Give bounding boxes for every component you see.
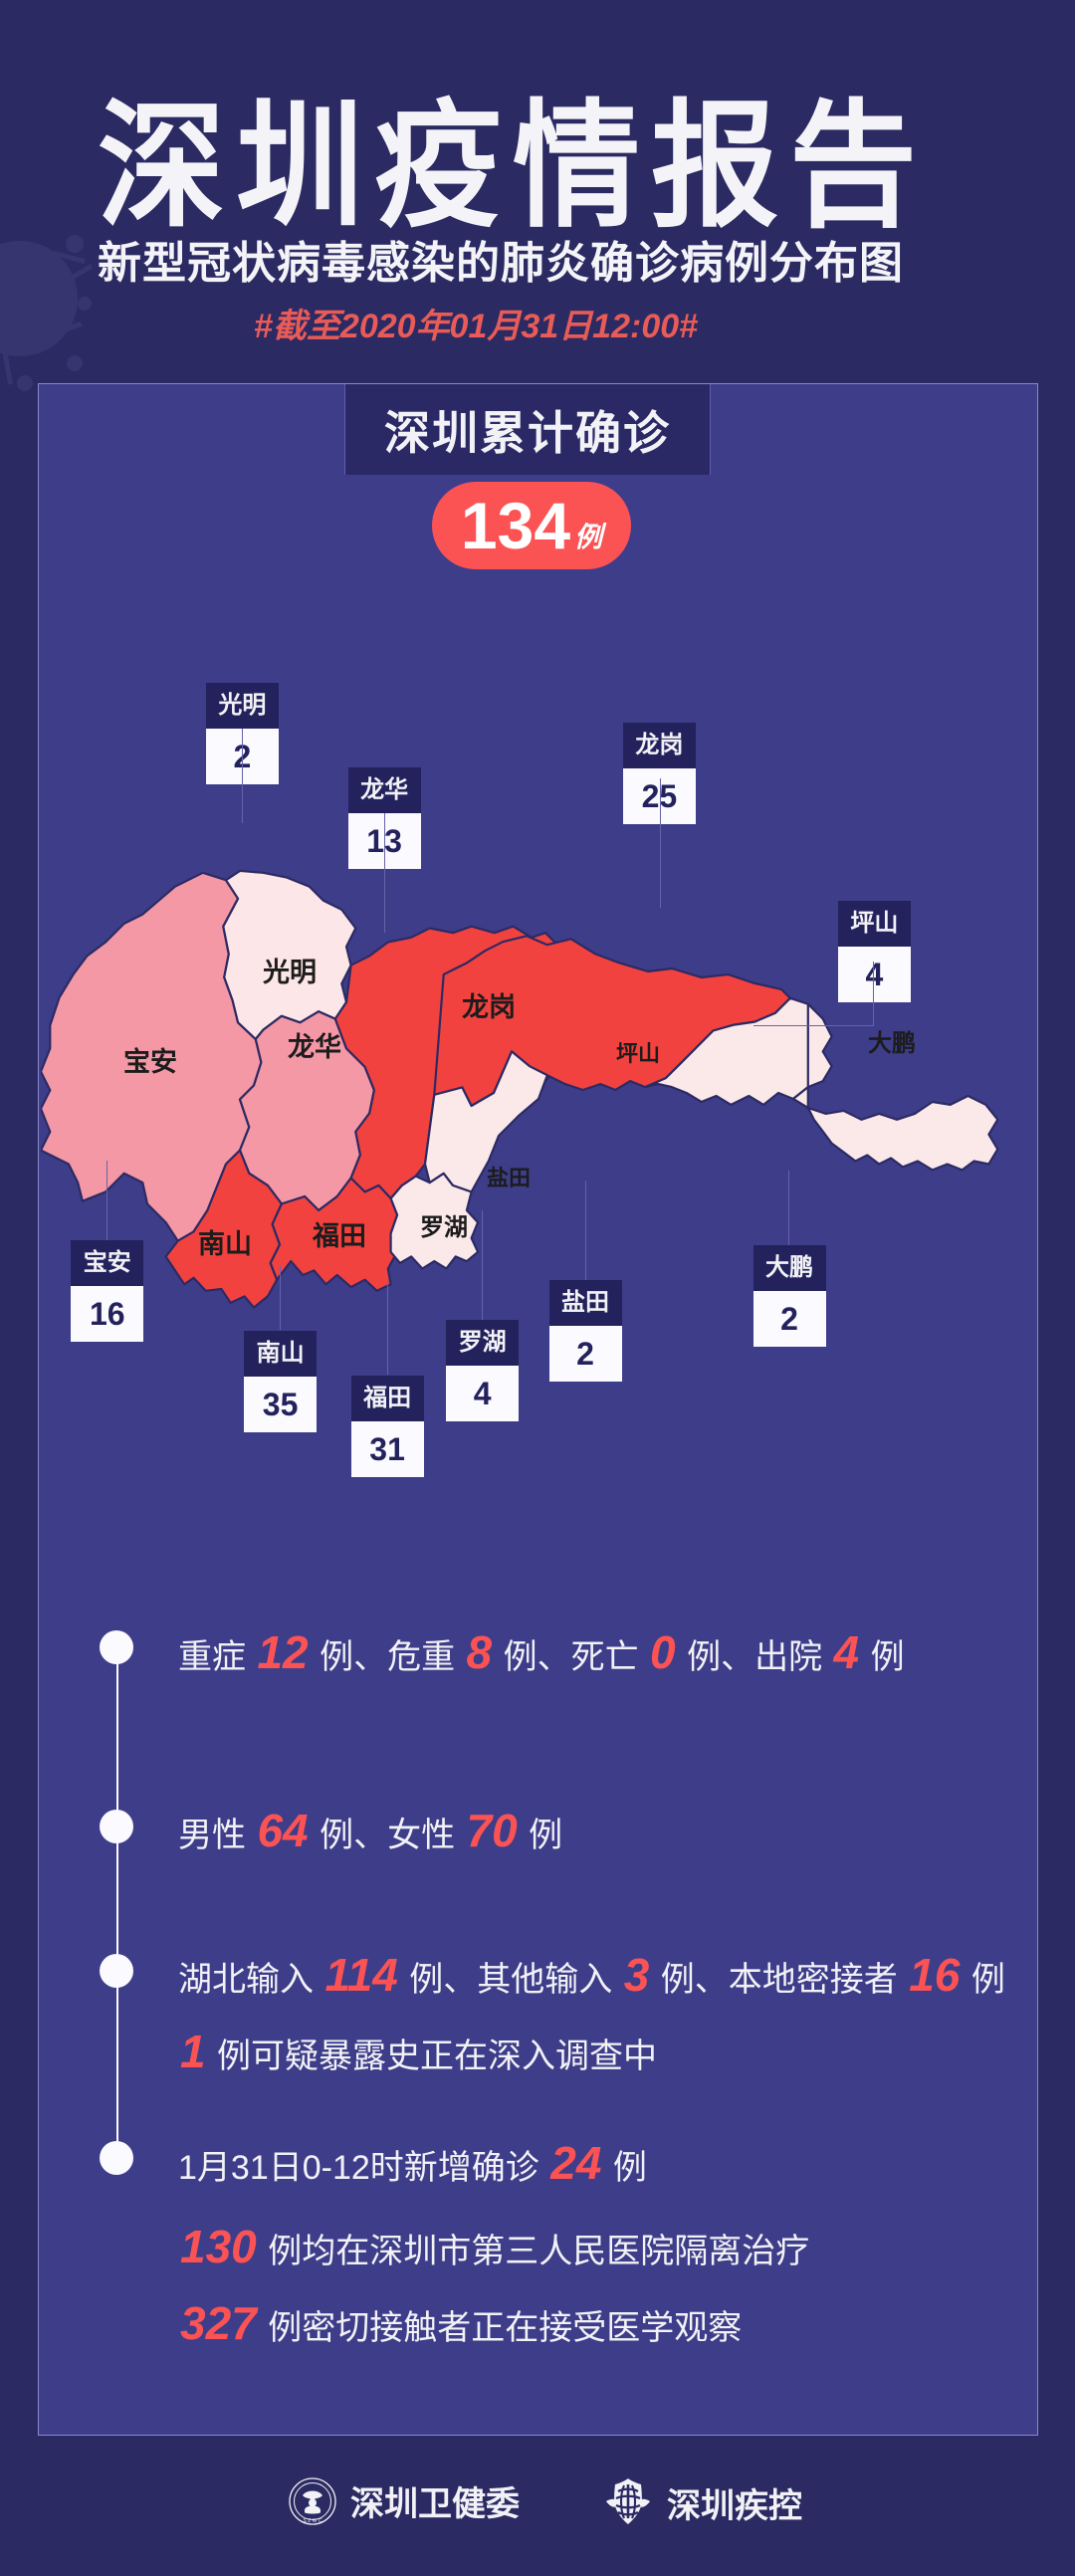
svg-text:龙华: 龙华 — [288, 1031, 341, 1062]
svg-text:S Z W C: S Z W C — [304, 2518, 322, 2524]
svg-text:光明: 光明 — [262, 958, 317, 987]
svg-text:盐田: 盐田 — [487, 1166, 531, 1190]
svg-text:罗湖: 罗湖 — [420, 1214, 468, 1241]
svg-text:坪山: 坪山 — [616, 1041, 660, 1066]
svg-text:宝安: 宝安 — [123, 1046, 177, 1077]
svg-text:福田: 福田 — [312, 1221, 366, 1251]
svg-text:大鹏: 大鹏 — [868, 1030, 916, 1057]
svg-text:南山: 南山 — [198, 1229, 252, 1259]
svg-text:龙岗: 龙岗 — [462, 992, 516, 1022]
